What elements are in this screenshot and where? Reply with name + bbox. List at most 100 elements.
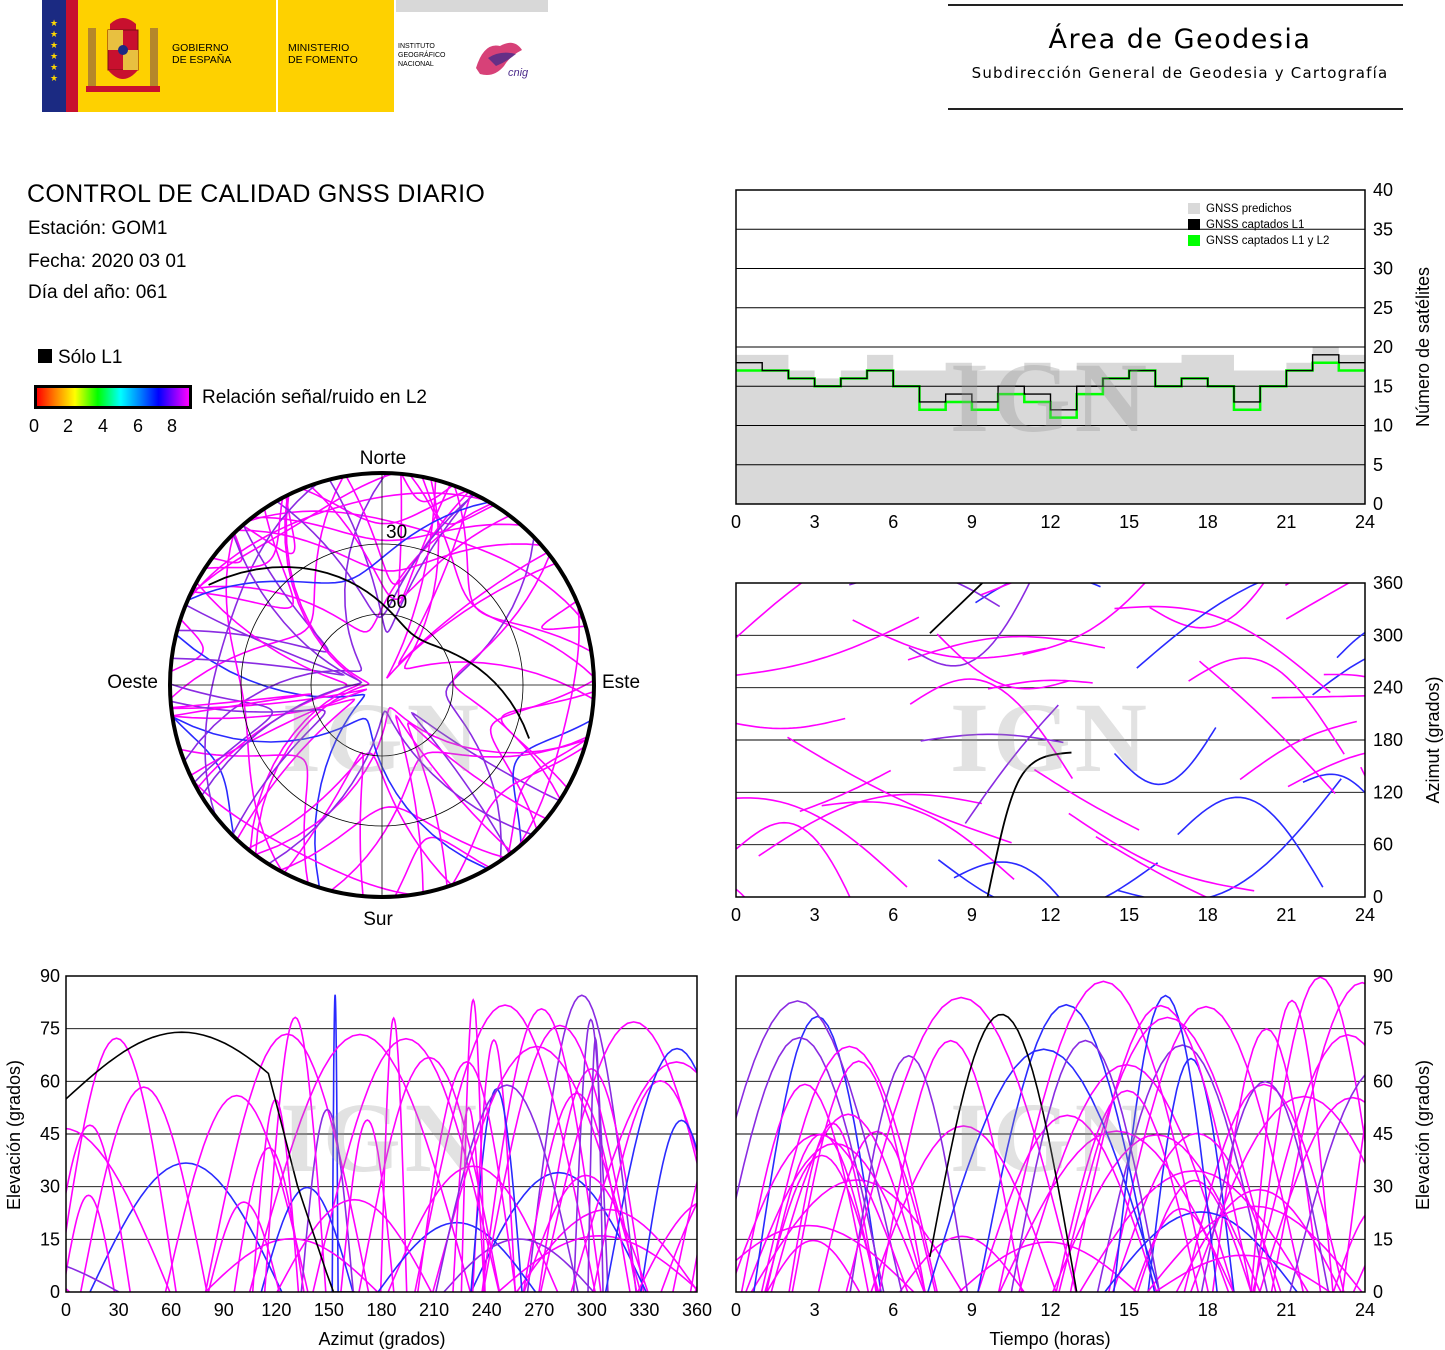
elev-azimut-trace — [233, 1146, 305, 1292]
elev-azimut-trace — [523, 1174, 649, 1292]
azimut-trace — [1149, 583, 1265, 629]
skyplot-trace — [175, 633, 366, 888]
skyplot-trace — [212, 532, 243, 564]
elev-time-trace — [1113, 994, 1218, 1292]
gobierno-text: GOBIERNO DE ESPAÑA — [172, 42, 231, 66]
azimut-trace — [1323, 673, 1365, 678]
elev-time-traces — [736, 976, 1365, 1292]
x-tick-label: 12 — [1040, 512, 1060, 532]
x-tick-label: 360 — [682, 1300, 712, 1320]
area-subtitle: Subdirección General de Geodesia y Carto… — [971, 64, 1389, 82]
elev-time-trace — [765, 1133, 878, 1292]
sat-count-frame — [735, 189, 1366, 505]
x-tick-label: 21 — [1276, 1300, 1296, 1320]
skyplot-trace — [345, 475, 470, 586]
snr-tick-2: 2 — [63, 416, 74, 436]
azimut-trace — [1136, 583, 1260, 669]
ministerio-panel: MINISTERIO DE FOMENTO — [278, 0, 394, 112]
elev-time-trace — [1133, 1207, 1230, 1292]
y-tick-label: 360 — [1373, 573, 1403, 593]
legend-swatch-l1 — [1188, 219, 1200, 230]
x-tick-label: 12 — [1040, 905, 1060, 925]
skyplot-trace — [507, 738, 588, 856]
legend-label-l1l2: GNSS captados L1 y L2 — [1206, 235, 1329, 247]
skyplot-west-label: Oeste — [107, 672, 158, 693]
elev-azimut-frame — [65, 975, 698, 1293]
skyplot-trace — [204, 482, 320, 817]
sat-count-ylabel: Número de satélites — [1413, 267, 1433, 427]
azimut-l1-trace — [986, 751, 1072, 897]
elev-azimut-trace — [636, 1202, 697, 1292]
legend-label-l1: GNSS captados L1 — [1206, 219, 1304, 231]
elev-azimut-trace — [414, 1004, 596, 1292]
azimut-trace — [758, 793, 983, 857]
elev-azimut-trace — [470, 1087, 523, 1292]
azimut-trace — [1033, 768, 1140, 831]
snr-tick-4: 4 — [98, 416, 109, 436]
azimut-trace — [787, 736, 1012, 844]
skyplot-trace — [404, 478, 594, 700]
elev-time-trace — [817, 1130, 936, 1292]
watermark-elev-az: IGN — [280, 1082, 481, 1193]
skyplot-chart: 30 60 Norte Sur Este Oeste — [107, 448, 640, 930]
y-tick-label: 0 — [1373, 494, 1383, 514]
skyplot-trace — [512, 719, 592, 846]
y-tick-label: 35 — [1373, 219, 1393, 239]
elev-azimut-trace — [66, 1124, 131, 1292]
elev-time-trace — [977, 1114, 1158, 1292]
y-tick-label: 15 — [1373, 1229, 1393, 1249]
elev-azimut-trace — [587, 1036, 604, 1292]
x-tick-label: 240 — [472, 1300, 502, 1320]
x-tick-label: 330 — [629, 1300, 659, 1320]
azimut-trace — [736, 616, 920, 676]
skyplot-horizon — [168, 471, 596, 899]
watermark-azimut: IGN — [950, 682, 1151, 793]
legend-swatch-l1l2 — [1188, 235, 1200, 246]
inst-line3: NACIONAL — [398, 61, 434, 68]
azimut-trace — [908, 583, 1031, 667]
elev-azimut-xlabel: Azimut (grados) — [318, 1329, 445, 1349]
elev-azimut-trace — [340, 1119, 395, 1292]
elev-time-trace — [1200, 1080, 1330, 1292]
snr-tick-0: 0 — [29, 416, 40, 436]
elev-time-trace — [1112, 1132, 1282, 1292]
skyplot-trace — [170, 618, 204, 673]
elev-time-trace — [736, 1000, 903, 1292]
elev-time-trace — [1096, 1044, 1268, 1292]
elev-azimut-trace — [640, 1119, 697, 1292]
elev-azimut-trace — [263, 1016, 327, 1292]
skyplot-north-label: Norte — [360, 448, 406, 469]
skyplot-trace — [252, 516, 522, 542]
azimut-trace — [1114, 605, 1331, 694]
x-tick-label: 9 — [967, 1300, 977, 1320]
azimut-trace — [736, 797, 908, 888]
doy-line: Día del año: 061 — [28, 282, 168, 303]
skyplot-trace — [172, 716, 488, 870]
elev-azimut-trace — [204, 1033, 370, 1292]
elev-time-trace — [1252, 1033, 1365, 1292]
azimut-trace — [1188, 657, 1345, 755]
snr-colorbar — [34, 385, 192, 409]
azimut-time-chart: 0 60 120 180 240 300 360 0 3 6 9 12 15 18 21 24 Azimut … — [731, 573, 1443, 925]
legend-label-predicted: GNSS predichos — [1206, 203, 1292, 215]
inst-line2: GEOGRÁFICO — [398, 52, 446, 59]
x-tick-label: 18 — [1198, 512, 1218, 532]
skyplot-traces — [170, 473, 594, 897]
azimut-trace — [920, 733, 1064, 744]
station-line: Estación: GOM1 — [28, 218, 168, 239]
y-tick-label: 120 — [1373, 782, 1403, 802]
elev-time-trace — [1147, 1057, 1235, 1292]
azimut-trace — [1095, 836, 1208, 897]
elev-azimut-trace — [482, 1024, 638, 1292]
x-tick-label: 6 — [888, 1300, 898, 1320]
y-tick-label: 60 — [1373, 835, 1393, 855]
elev-time-trace — [764, 1154, 880, 1292]
azimut-trace — [937, 859, 1159, 897]
series-l1-line — [736, 354, 1365, 411]
y-tick-label: 0 — [50, 1282, 60, 1302]
azimut-trace — [975, 583, 1101, 604]
skyplot-trace — [170, 700, 326, 836]
x-tick-label: 12 — [1040, 1300, 1060, 1320]
skyplot-trace — [516, 603, 580, 850]
header-rule-top — [948, 4, 1403, 6]
